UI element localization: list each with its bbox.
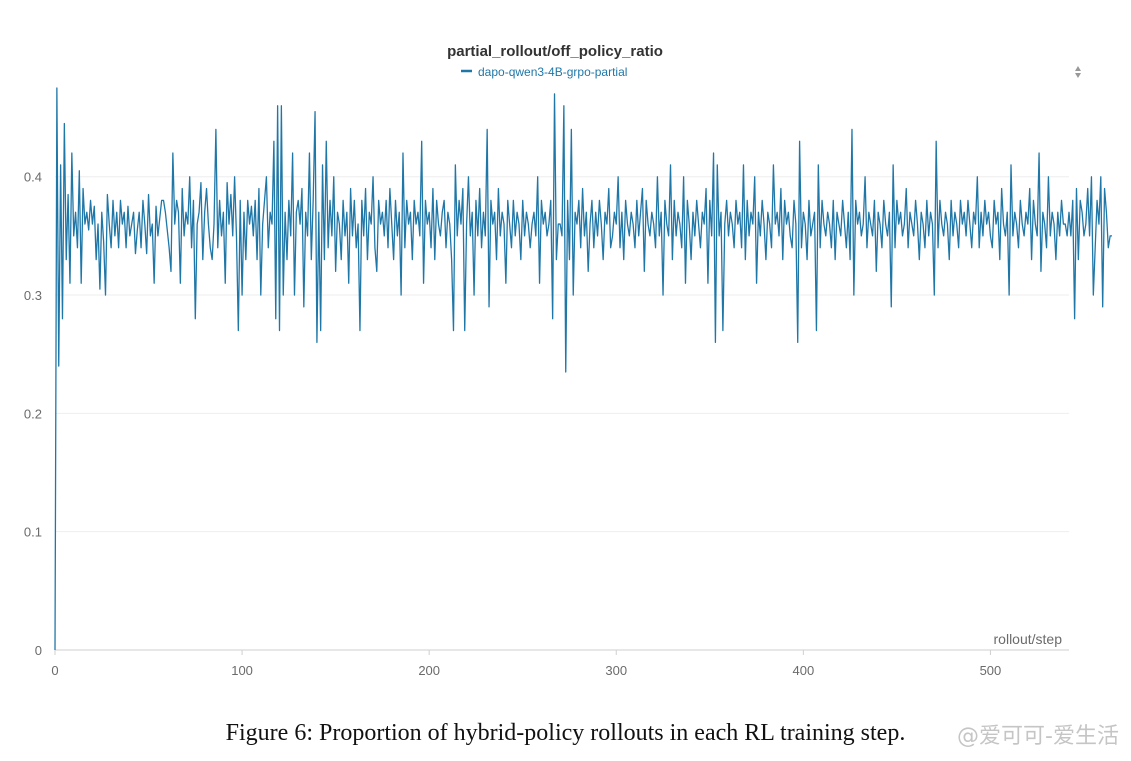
grid (55, 176, 1069, 533)
legend-entry-label: dapo-qwen3-4B-grpo-partial (478, 65, 627, 79)
x-axis-ticks: 0 100 200 300 400 500 (51, 650, 1001, 678)
figure-caption: Figure 6: Proportion of hybrid-policy ro… (225, 720, 906, 746)
x-tick-label: 100 (231, 663, 253, 678)
line-chart: 0 0.1 0.2 0.3 0.4 0 100 200 300 400 500 partial_r… (24, 43, 1113, 678)
y-tick-label: 0.3 (24, 288, 42, 303)
y-tick-label: 0.4 (24, 170, 42, 185)
chart-title: partial_rollout/off_policy_ratio (447, 43, 663, 60)
y-tick-label: 0.2 (24, 406, 42, 421)
sort-icon[interactable] (1070, 63, 1086, 81)
y-axis-ticks: 0 0.1 0.2 0.3 0.4 (24, 170, 42, 658)
series-line (54, 87, 1113, 651)
x-axis-label: rollout/step (994, 631, 1063, 647)
x-tick-label: 300 (605, 663, 627, 678)
x-tick-label: 200 (418, 663, 440, 678)
x-tick-label: 400 (792, 663, 814, 678)
y-tick-label: 0.1 (24, 525, 42, 540)
watermark: @爱可可-爱生活 (957, 724, 1119, 749)
legend[interactable]: dapo-qwen3-4B-grpo-partial (461, 65, 627, 79)
y-tick-label: 0 (35, 643, 42, 658)
chart-container: 0 0.1 0.2 0.3 0.4 0 100 200 300 400 500 partial_r… (24, 43, 1113, 678)
x-tick-label: 500 (980, 663, 1002, 678)
series-group (54, 87, 1113, 651)
x-tick-label: 0 (51, 663, 58, 678)
